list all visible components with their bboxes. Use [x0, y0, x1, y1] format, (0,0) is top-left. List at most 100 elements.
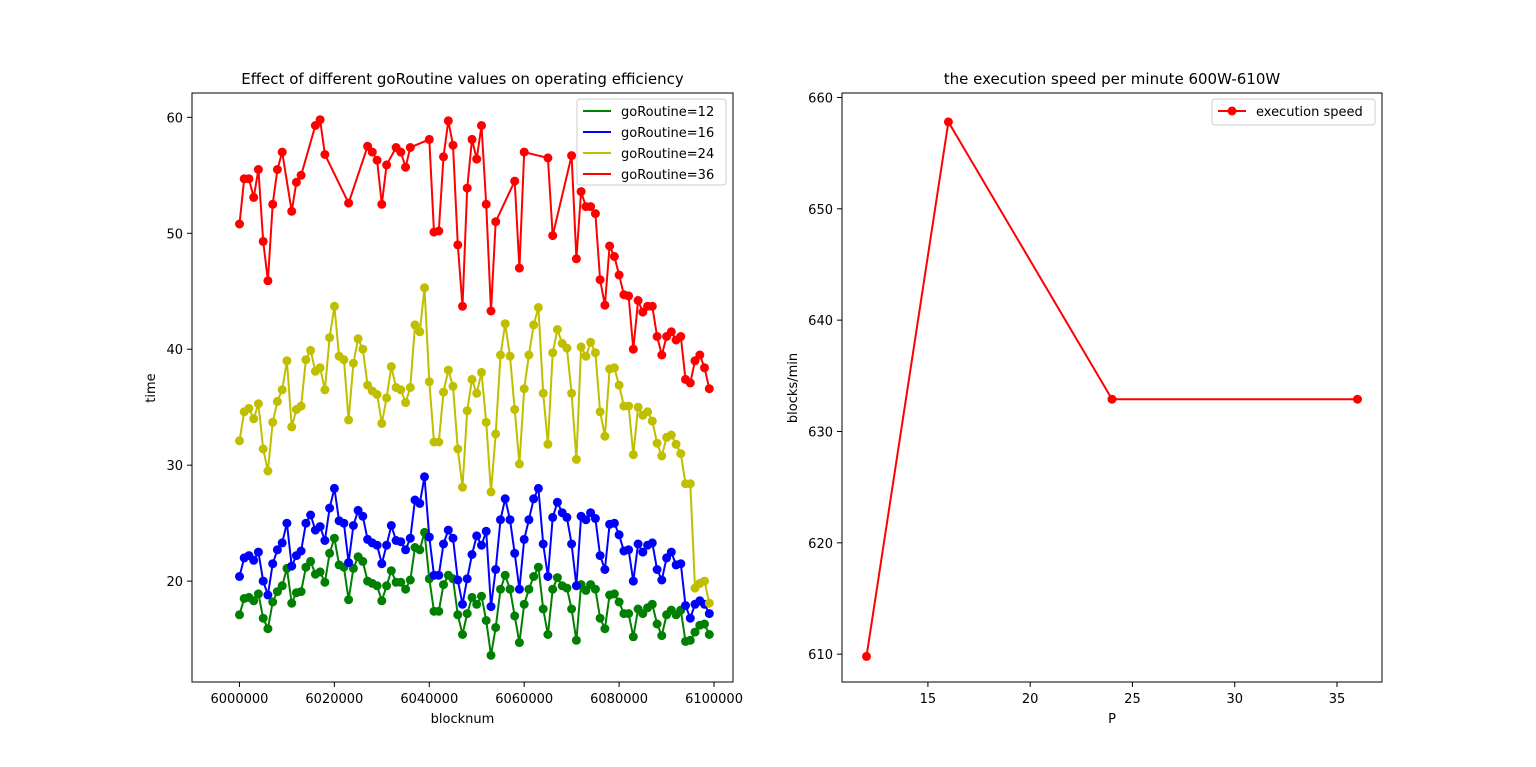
time-chart-data-point	[628, 632, 638, 642]
time-chart-data-point	[510, 405, 520, 414]
time-chart-data-point	[624, 291, 634, 301]
time-chart-data-point	[609, 518, 619, 528]
time-chart-data-point	[377, 199, 387, 209]
time-chart-data-point	[434, 437, 444, 447]
time-chart-data-point	[277, 538, 287, 548]
time-chart-data-point	[386, 566, 396, 576]
time-chart-data-point	[462, 574, 472, 584]
time-chart-data-point	[628, 450, 638, 460]
time-chart-data-point	[562, 343, 572, 353]
time-chart-data-point	[524, 515, 534, 525]
time-chart-data-point	[524, 350, 534, 360]
time-chart-data-point	[477, 367, 486, 377]
time-chart-data-point	[258, 444, 268, 454]
time-chart-data-point	[263, 590, 273, 600]
time-chart-data-point	[420, 472, 429, 482]
time-chart-data-point	[486, 650, 496, 660]
time-chart-legend-box	[576, 98, 727, 186]
time-chart-data-point	[453, 240, 463, 250]
time-chart-data-point	[249, 192, 259, 202]
time-chart-data-point	[586, 337, 596, 347]
time-chart-data-point	[344, 415, 354, 425]
time-chart-data-point	[647, 538, 657, 548]
time-chart-data-point	[320, 385, 330, 395]
time-chart-data-point	[514, 584, 524, 594]
time-chart-x-tick-label: 6080000	[590, 692, 648, 707]
time-chart-data-point	[235, 572, 244, 581]
time-chart-data-point	[481, 526, 491, 536]
time-chart-data-point	[396, 385, 406, 395]
time-chart-axes-frame	[191, 92, 734, 683]
time-chart-data-point	[348, 521, 358, 530]
time-chart-data-point	[666, 430, 676, 440]
time-chart-data-point	[695, 350, 705, 360]
speed-chart-x-tick-label: 35	[1329, 692, 1346, 707]
time-chart-data-point	[567, 604, 577, 614]
time-chart-data-point	[481, 199, 491, 209]
time-chart-data-point	[448, 381, 458, 391]
time-chart-data-point	[291, 177, 301, 187]
time-chart-data-point	[329, 483, 339, 493]
time-chart-data-point	[666, 547, 676, 557]
time-chart-data-point	[244, 403, 254, 413]
time-chart-data-point	[514, 263, 524, 273]
time-chart-data-point	[339, 355, 349, 365]
time-chart-data-point	[704, 598, 714, 608]
time-chart-data-point	[576, 187, 586, 197]
time-chart-data-point	[382, 393, 392, 403]
time-chart-data-point	[676, 332, 686, 341]
time-chart-data-point	[301, 355, 311, 365]
time-chart-data-point	[434, 570, 444, 580]
time-chart-data-point	[538, 604, 548, 614]
speed-chart-series-line	[865, 118, 1358, 657]
time-chart-data-point	[272, 545, 282, 555]
time-chart-x-tick-label: 6100000	[685, 692, 743, 707]
time-chart-xlabel: blocknum	[431, 712, 495, 727]
time-chart-data-point	[258, 236, 268, 246]
time-chart-data-point	[258, 576, 268, 586]
time-chart-data-point	[401, 398, 411, 408]
time-chart-data-point	[605, 241, 615, 251]
time-chart-data-point	[500, 494, 510, 504]
time-chart-data-point	[296, 401, 306, 411]
time-chart-data-point	[372, 581, 382, 591]
time-chart-data-point	[590, 514, 600, 523]
time-chart-data-point	[609, 252, 619, 261]
time-chart-data-point	[472, 154, 482, 164]
time-chart-data-point	[344, 558, 354, 568]
time-chart-data-point	[325, 548, 335, 558]
time-chart-data-point	[315, 567, 325, 577]
time-chart-legend: goRoutine=12 goRoutine=16 goRoutine=24 goRo…	[576, 98, 727, 186]
time-chart-data-point	[548, 348, 558, 358]
time-chart-data-point	[458, 301, 467, 311]
time-chart-data-point	[552, 325, 562, 334]
time-chart-data-point	[600, 300, 610, 310]
time-chart-data-point	[386, 521, 396, 530]
time-chart-data-point	[510, 611, 520, 621]
speed-chart-data-point	[1107, 394, 1117, 404]
speed-chart-legend-box	[1211, 98, 1376, 126]
speed-chart-plot-area: 15 20 25 30 35 610 620 630 640 650 660 execution sp…	[808, 91, 1383, 707]
time-chart-data-point	[401, 584, 411, 594]
time-chart-x-tick-label: 6060000	[495, 692, 553, 707]
time-chart-data-point	[396, 537, 406, 547]
time-chart-data-point	[581, 351, 591, 361]
speed-chart-y-tick-label: 660	[808, 91, 833, 106]
time-chart-plot-area: 6000000 6020000 6040000 6060000 6080000 61000…	[166, 92, 743, 707]
time-chart-data-point	[372, 390, 382, 399]
time-chart-data-point	[453, 444, 463, 454]
time-chart-y-tick-label: 40	[166, 343, 183, 358]
time-chart-y-tick-label: 30	[166, 459, 183, 474]
time-chart-data-point	[595, 407, 605, 417]
time-chart-data-point	[377, 418, 387, 428]
time-chart-data-point	[519, 599, 529, 609]
time-chart-ylabel: time	[144, 373, 159, 402]
time-chart-data-point	[344, 595, 354, 605]
time-chart-data-point	[329, 301, 339, 311]
time-chart-data-point	[581, 515, 591, 525]
time-chart-data-point	[458, 630, 467, 639]
time-chart-data-point	[315, 522, 325, 532]
time-chart-data-point	[235, 436, 244, 446]
time-chart-data-point	[272, 165, 282, 174]
